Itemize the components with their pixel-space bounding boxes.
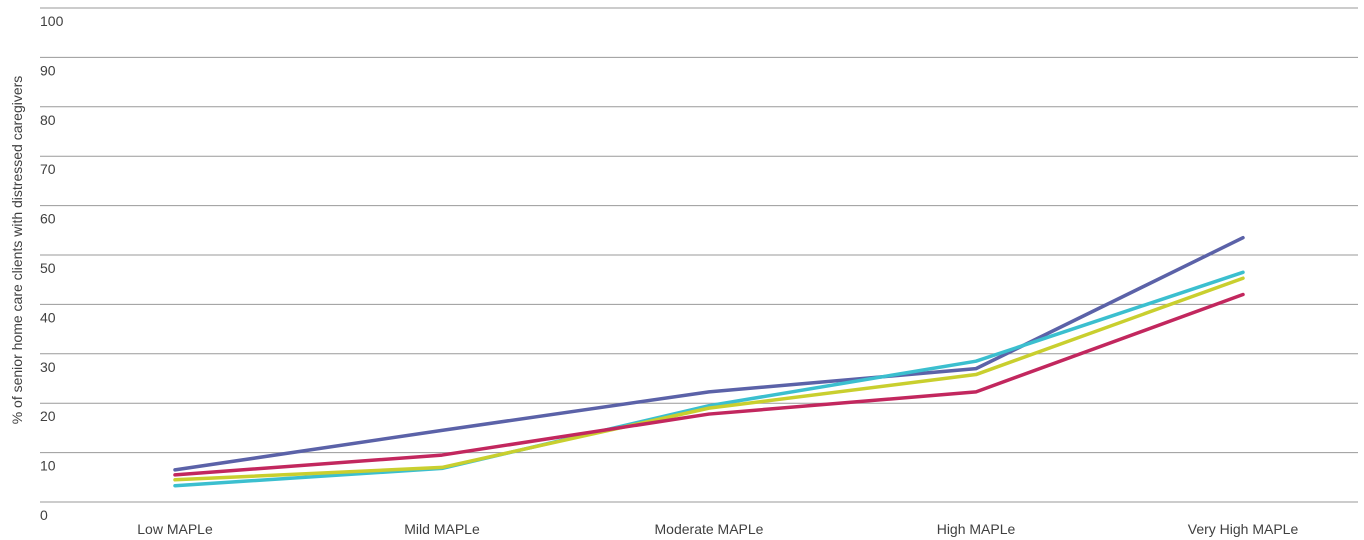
- series-line-2: [173, 270, 1245, 488]
- x-tick-labels: Low MAPLe Mild MAPLe Moderate MAPLe High MA…: [137, 521, 1298, 537]
- y-tick-label: 10: [40, 458, 56, 474]
- y-tick-label: 60: [40, 211, 56, 227]
- y-tick-label: 0: [40, 507, 48, 523]
- y-tick-label: 80: [40, 112, 56, 128]
- x-tick-label: High MAPLe: [937, 521, 1016, 537]
- x-tick-label: Mild MAPLe: [404, 521, 480, 537]
- y-tick-label: 90: [40, 62, 56, 78]
- y-tick-label: 40: [40, 309, 56, 325]
- y-tick-label: 70: [40, 161, 56, 177]
- series-lines: [173, 235, 1245, 488]
- y-tick-label: 30: [40, 359, 56, 375]
- series-line-3: [173, 276, 1245, 482]
- x-tick-label: Moderate MAPLe: [655, 521, 764, 537]
- y-tick-label: 20: [40, 408, 56, 424]
- y-tick-label: 100: [40, 13, 64, 29]
- y-tick-labels: 0 10 20 30 40 50 60 70 80 90 100: [40, 13, 64, 523]
- y-axis-title: % of senior home care clients with distr…: [9, 76, 25, 425]
- y-tick-label: 50: [40, 260, 56, 276]
- x-tick-label: Very High MAPLe: [1188, 521, 1299, 537]
- series-line-1: [173, 235, 1245, 472]
- gridlines: [40, 7, 1358, 503]
- x-tick-label: Low MAPLe: [137, 521, 213, 537]
- series-line-4: [173, 292, 1245, 477]
